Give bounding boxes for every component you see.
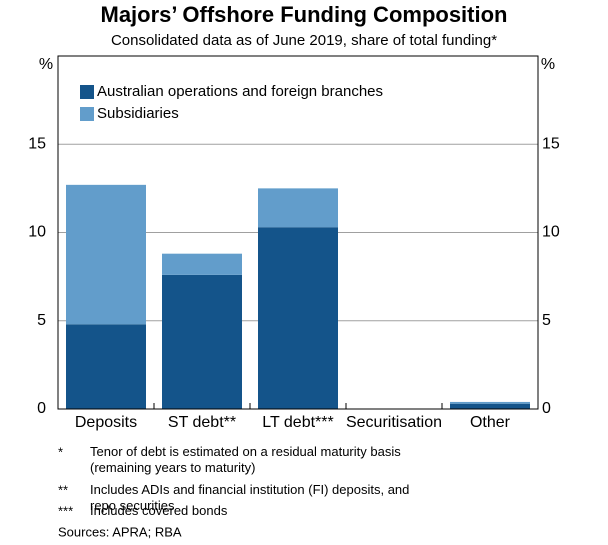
note-marker: *** [58,503,73,518]
chart-title: Majors’ Offshore Funding Composition [101,2,508,27]
y-tick-label: 10 [28,224,46,241]
chart-subtitle: Consolidated data as of June 2019, share… [111,32,497,49]
source: Sources: APRA; RBA [58,524,182,539]
y2-tick-label: 10 [542,224,560,241]
x-tick-label: Deposits [75,414,137,431]
x-tick-label: Securitisation [346,414,442,431]
y-axis-label: % [39,56,53,73]
legend-swatch [80,85,94,99]
bar [66,184,146,325]
bar [450,401,530,404]
y-tick-label: 0 [37,400,46,417]
note-text: Includes ADIs and financial institution … [90,482,409,513]
y2-tick-label: 15 [542,135,560,152]
bar [66,324,146,409]
x-tick-label: ST debt** [168,414,236,431]
note-text: Includes covered bonds [90,503,228,518]
bar [450,403,530,409]
plot-frame [57,55,539,410]
bar [258,188,338,228]
x-tick-label: LT debt*** [262,414,333,431]
bar [258,227,338,409]
y2-tick-label: 5 [542,312,551,329]
bar [162,253,242,275]
y2-axis-label: % [541,56,555,73]
bar [162,274,242,409]
note-marker: * [58,444,63,459]
y-tick-label: 5 [37,312,46,329]
note-marker: ** [58,482,68,497]
legend-label: Australian operations and foreign branch… [97,83,383,100]
y-tick-label: 15 [28,135,46,152]
y2-tick-label: 0 [542,400,551,417]
note-text: Tenor of debt is estimated on a residual… [90,444,401,475]
x-tick-label: Other [470,414,511,431]
legend-label: Subsidiaries [97,105,179,122]
legend-swatch [80,107,94,121]
